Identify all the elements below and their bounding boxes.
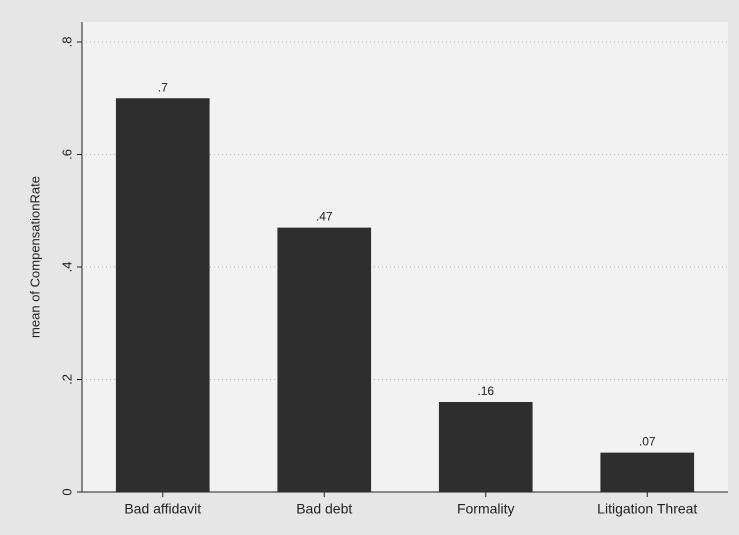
bar — [115, 98, 210, 492]
x-tick-label: Bad debt — [296, 501, 352, 517]
bar — [277, 227, 372, 492]
y-tick-label: .4 — [59, 262, 74, 273]
y-axis-label: mean of CompensationRate — [27, 176, 42, 338]
value-label: .7 — [158, 80, 168, 94]
x-tick-label: Bad affidavit — [124, 501, 201, 517]
y-tick-label: 0 — [59, 488, 74, 495]
value-label: .47 — [316, 210, 333, 224]
value-label: .16 — [477, 384, 494, 398]
y-tick-label: .6 — [59, 149, 74, 160]
x-tick-label: Litigation Threat — [597, 501, 697, 517]
y-tick-label: .8 — [59, 37, 74, 48]
bar — [438, 402, 533, 492]
value-label: .07 — [639, 435, 656, 449]
y-tick-label: .2 — [59, 374, 74, 385]
bar — [600, 452, 695, 492]
x-tick-label: Formality — [457, 501, 515, 517]
